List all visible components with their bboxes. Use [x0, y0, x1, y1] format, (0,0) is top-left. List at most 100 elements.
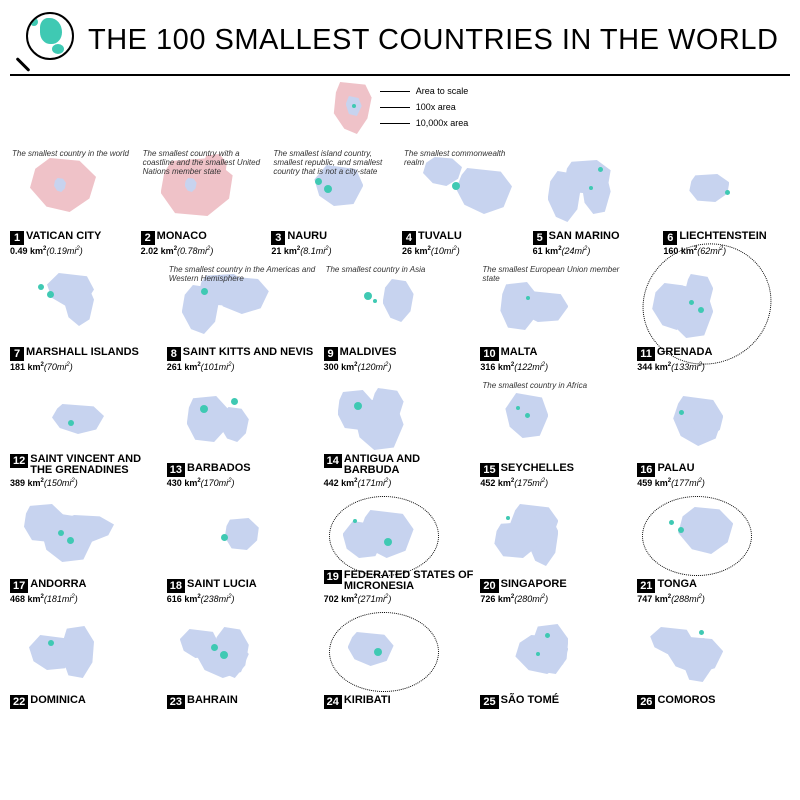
- country-cell: 6 LIECHTENSTEIN 160 km2(62mi2): [663, 148, 790, 256]
- country-name: SEYCHELLES: [501, 463, 574, 475]
- country-shape: [637, 496, 790, 570]
- country-name: SAINT KITTS AND NEVIS: [183, 347, 313, 359]
- country-cell: The smallest European Union member state…: [480, 264, 633, 372]
- country-name: SAINT LUCIA: [187, 579, 257, 591]
- country-rank: 2: [141, 231, 155, 245]
- country-note: The smallest country in Asia: [326, 266, 473, 275]
- country-cell: 20 SINGAPORE 726 km2(280mi2): [480, 496, 633, 604]
- row-1: The smallest country in the world 1 VATI…: [0, 144, 800, 260]
- country-rank: 17: [10, 579, 28, 593]
- country-cell: 12 SAINT VINCENT AND THE GRENADINES 389 …: [10, 380, 163, 488]
- country-area: 459 km2(177mi2): [637, 478, 790, 488]
- country-area: 702 km2(271mi2): [324, 594, 477, 604]
- country-name: TONGA: [657, 579, 697, 591]
- country-shape: [480, 380, 633, 454]
- country-shape: [10, 380, 163, 454]
- country-rank: 13: [167, 463, 185, 477]
- country-cell: 25 SÃO TOMÉ: [480, 612, 633, 720]
- country-cell: 14 ANTIGUA AND BARBUDA 442 km2(171mi2): [324, 380, 477, 488]
- country-area: 181 km2(70mi2): [10, 362, 163, 372]
- country-name: MARSHALL ISLANDS: [26, 347, 139, 359]
- country-note: The smallest European Union member state: [482, 266, 629, 284]
- country-area: 300 km2(120mi2): [324, 362, 477, 372]
- country-name: GRENADA: [657, 347, 713, 359]
- country-rank: 24: [324, 695, 342, 709]
- country-cell: 21 TONGA 747 km2(288mi2): [637, 496, 790, 604]
- country-name: PALAU: [657, 463, 694, 475]
- country-name: DOMINICA: [30, 695, 86, 707]
- country-shape: [663, 148, 790, 222]
- country-shape: [324, 380, 477, 454]
- country-cell: 24 KIRIBATI: [324, 612, 477, 720]
- country-name: ANDORRA: [30, 579, 86, 591]
- country-rank: 10: [480, 347, 498, 361]
- country-area: 160 km2(62mi2): [663, 246, 790, 256]
- country-cell: The smallest country in the Americas and…: [167, 264, 320, 372]
- country-rank: 18: [167, 579, 185, 593]
- row-2: 7 MARSHALL ISLANDS 181 km2(70mi2) The sm…: [0, 260, 800, 376]
- country-shape: [533, 148, 660, 222]
- country-rank: 1: [10, 231, 24, 245]
- country-name: SAN MARINO: [549, 231, 620, 243]
- country-cell: 7 MARSHALL ISLANDS 181 km2(70mi2): [10, 264, 163, 372]
- country-shape: [10, 496, 163, 570]
- country-note: The smallest country with a coastline an…: [143, 150, 264, 176]
- country-name: SAINT VINCENT AND THE GRENADINES: [30, 454, 163, 477]
- country-cell: 16 PALAU 459 km2(177mi2): [637, 380, 790, 488]
- country-shape: [324, 496, 477, 570]
- country-name: NAURU: [287, 231, 327, 243]
- page-title: THE 100 SMALLEST COUNTRIES IN THE WORLD: [88, 24, 778, 57]
- country-name: FEDERATED STATES OF MICRONESIA: [344, 570, 477, 593]
- country-cell: The smallest country with a coastline an…: [141, 148, 268, 256]
- country-shape: [637, 612, 790, 686]
- country-name: VATICAN CITY: [26, 231, 101, 243]
- country-shape: [10, 612, 163, 686]
- row-5: 22 DOMINICA 23 BAHRAIN 24 KIRIBATI: [0, 608, 800, 724]
- country-rank: 14: [324, 454, 342, 468]
- country-area: 2.02 km2(0.78mi2): [141, 246, 268, 256]
- country-name: BARBADOS: [187, 463, 251, 475]
- country-rank: 15: [480, 463, 498, 477]
- country-shape: [167, 496, 320, 570]
- country-cell: 11 GRENADA 344 km2(133mi2): [637, 264, 790, 372]
- country-note: The smallest island country, smallest re…: [273, 150, 394, 176]
- country-cell: 18 SAINT LUCIA 616 km2(238mi2): [167, 496, 320, 604]
- country-area: 430 km2(170mi2): [167, 478, 320, 488]
- country-cell: The smallest commonwealth realm 4 TUVALU…: [402, 148, 529, 256]
- country-cell: 13 BARBADOS 430 km2(170mi2): [167, 380, 320, 488]
- country-area: 61 km2(24mi2): [533, 246, 660, 256]
- country-rank: 11: [637, 347, 655, 361]
- country-area: 452 km2(175mi2): [480, 478, 633, 488]
- country-area: 261 km2(101mi2): [167, 362, 320, 372]
- country-shape: [637, 264, 790, 338]
- country-area: 726 km2(280mi2): [480, 594, 633, 604]
- country-rank: 16: [637, 463, 655, 477]
- legend-shape-icon: [332, 82, 374, 134]
- country-shape: [324, 612, 477, 686]
- country-cell: The smallest country in Africa 15 SEYCHE…: [480, 380, 633, 488]
- country-note: The smallest country in the Americas and…: [169, 266, 316, 284]
- country-name: MALDIVES: [340, 347, 397, 359]
- country-area: 344 km2(133mi2): [637, 362, 790, 372]
- legend-100x-label: 100x area: [416, 102, 456, 112]
- country-rank: 25: [480, 695, 498, 709]
- country-cell: The smallest island country, smallest re…: [271, 148, 398, 256]
- country-rank: 20: [480, 579, 498, 593]
- country-rank: 4: [402, 231, 416, 245]
- legend: Area to scale 100x area 10,000x area: [0, 76, 800, 144]
- country-shape: [480, 496, 633, 570]
- country-rank: 22: [10, 695, 28, 709]
- country-rank: 8: [167, 347, 181, 361]
- country-name: MONACO: [157, 231, 207, 243]
- country-cell: 17 ANDORRA 468 km2(181mi2): [10, 496, 163, 604]
- country-name: TUVALU: [418, 231, 462, 243]
- country-note: The smallest country in the world: [12, 150, 133, 159]
- country-area: 389 km2(150mi2): [10, 478, 163, 488]
- country-shape: [324, 264, 477, 338]
- header: THE 100 SMALLEST COUNTRIES IN THE WORLD: [10, 0, 790, 76]
- country-name: ANTIGUA AND BARBUDA: [344, 454, 477, 477]
- country-rank: 19: [324, 570, 342, 584]
- country-rank: 6: [663, 231, 677, 245]
- country-name: COMOROS: [657, 695, 715, 707]
- country-cell: 22 DOMINICA: [10, 612, 163, 720]
